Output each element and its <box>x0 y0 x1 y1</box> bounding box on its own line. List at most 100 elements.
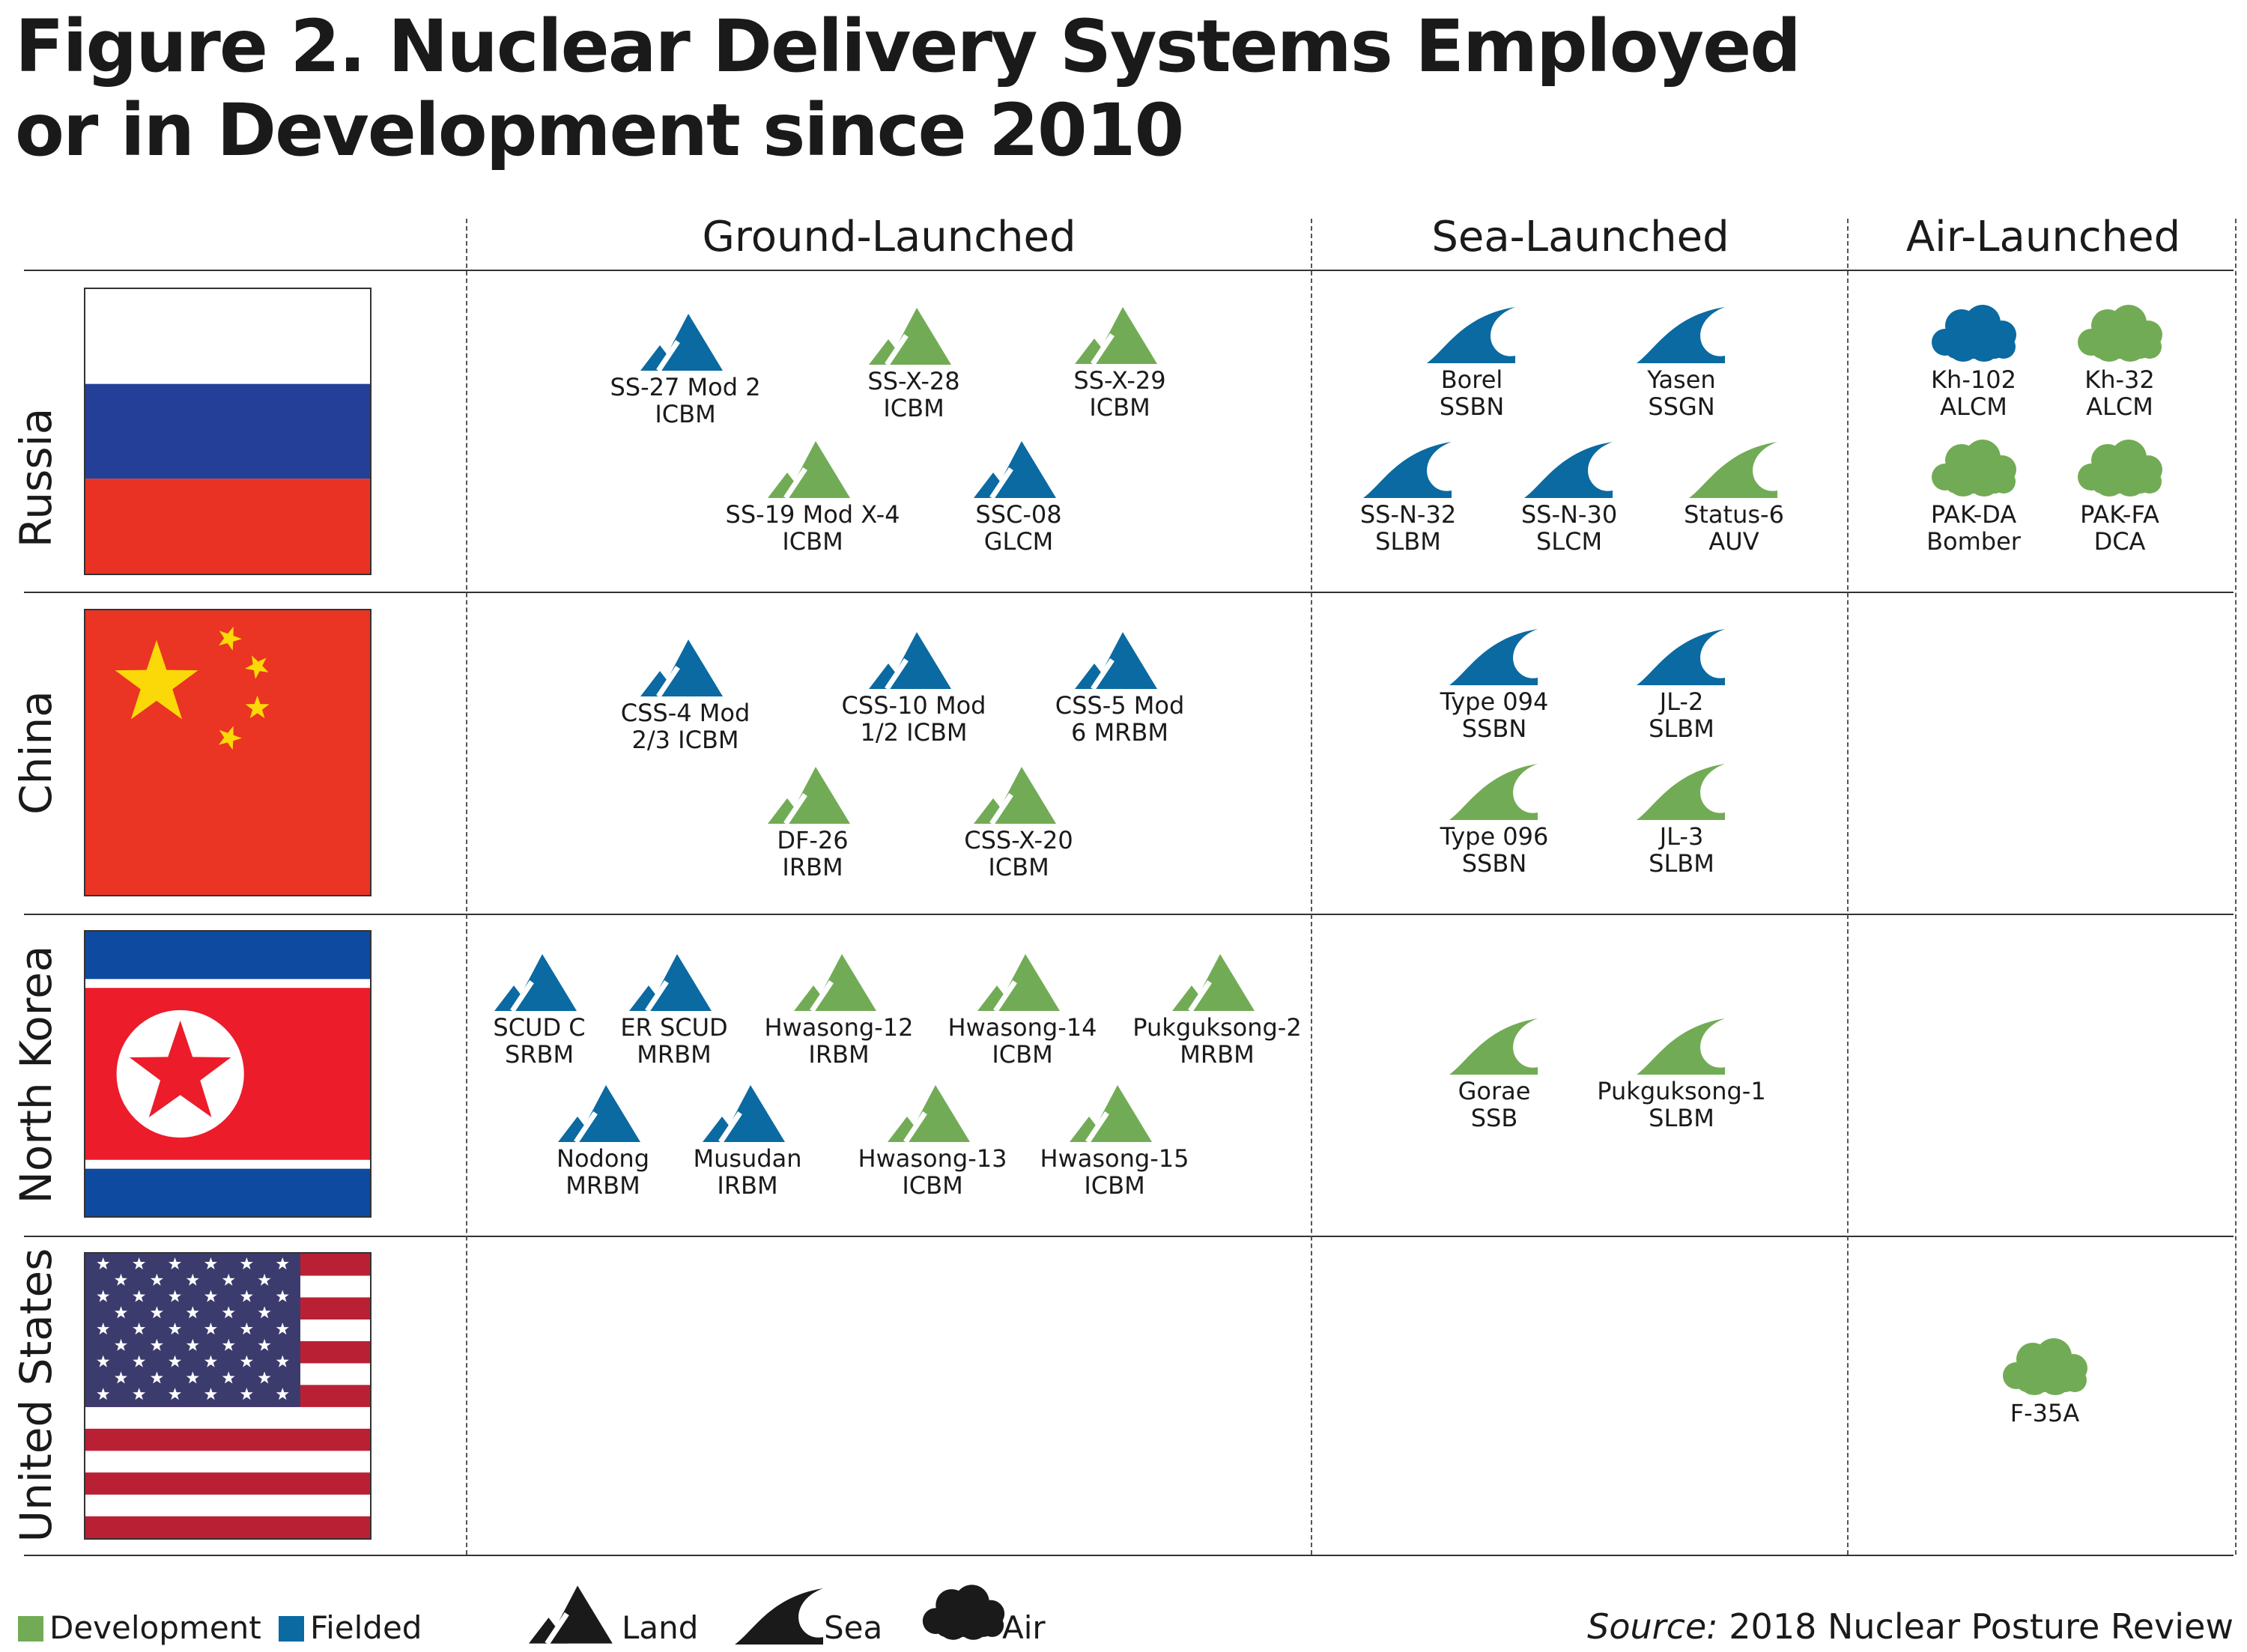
mountain-icon <box>494 954 577 1011</box>
row-label-united-states: United States <box>10 1248 61 1543</box>
system-type: 6 MRBM <box>1071 718 1168 747</box>
mountain-icon <box>1075 307 1157 364</box>
system-name: Hwasong-14 <box>947 1013 1097 1042</box>
wave-icon <box>1449 629 1538 685</box>
mountain-icon <box>629 954 712 1011</box>
legend-air-icon <box>922 1585 1005 1640</box>
system-type: SSBN <box>1461 714 1527 743</box>
system-type: DCA <box>2093 527 2146 556</box>
system-type: SLBM <box>1649 714 1714 743</box>
system-hwasong-14-icbm: Hwasong-14 ICBM <box>895 951 1150 1068</box>
cloud-icon <box>2003 1338 2087 1395</box>
grid-line-china-north-korea <box>24 914 2234 915</box>
system-type: IRBM <box>782 853 843 881</box>
mountain-icon <box>640 640 723 696</box>
system-name: CSS-10 Mod <box>841 691 986 720</box>
system-name: CSS-X-20 <box>964 826 1073 854</box>
cloud-icon <box>1932 440 2016 496</box>
system-yasen-ssgn: Yasen SSGN <box>1554 303 1809 420</box>
system-type: SSGN <box>1648 392 1715 421</box>
grid-divider-flag-ground <box>466 219 467 1555</box>
system-name: SS-X-29 <box>1073 366 1166 395</box>
system-name: Hwasong-15 <box>1040 1144 1189 1173</box>
wave-icon <box>1637 307 1725 363</box>
cloud-icon <box>1932 305 2016 362</box>
system-name: DF-26 <box>777 826 849 854</box>
legend-land-label: Land <box>622 1609 699 1646</box>
grid-divider-right <box>2235 219 2237 1555</box>
mountain-icon <box>974 767 1056 824</box>
mountain-icon <box>1075 632 1157 689</box>
system-css-x-20-icbm: CSS-X-20 ICBM <box>891 764 1146 881</box>
wave-icon <box>1427 307 1515 363</box>
cloud-icon <box>2078 305 2162 362</box>
legend-sea-label: Sea <box>824 1609 883 1646</box>
system-scud-c-srbm: SCUD C SRBM <box>412 951 667 1068</box>
system-name: Status-6 <box>1684 500 1784 529</box>
system-jl-3-slbm: JL-3 SLBM <box>1554 760 1809 877</box>
system-ss-x-29-icbm: SS-X-29 ICBM <box>992 304 1247 421</box>
wave-icon <box>1363 442 1452 498</box>
united-states-flag <box>84 1252 372 1540</box>
system-musudan-irbm: Musudan IRBM <box>620 1082 875 1199</box>
system-type: ICBM <box>1089 393 1150 422</box>
system-type: ICBM <box>988 853 1049 881</box>
system-nodong-mrbm: Nodong MRBM <box>476 1082 730 1199</box>
grid-line-north-korea-us <box>24 1236 2234 1237</box>
system-name: PAK-FA <box>2080 500 2159 529</box>
system-type: AUV <box>1708 527 1759 556</box>
system-type: SSBN <box>1439 392 1505 421</box>
system-type-094-ssbn: Type 094 SSBN <box>1367 625 1622 742</box>
mountain-icon <box>869 308 951 365</box>
row-label-china: China <box>10 690 61 815</box>
mountain-icon <box>869 632 951 689</box>
system-name: SS-N-30 <box>1520 500 1618 529</box>
system-css-10-mod-1-2-icbm: CSS-10 Mod 1/2 ICBM <box>786 629 1041 746</box>
system-name: Borel <box>1440 365 1503 394</box>
system-type: 2/3 ICBM <box>631 726 739 754</box>
system-name: Kh-32 <box>2084 365 2155 394</box>
system-hwasong-13-icbm: Hwasong-13 ICBM <box>805 1082 1060 1199</box>
system-name: F-35A <box>2010 1399 2080 1427</box>
system-jl-2-slbm: JL-2 SLBM <box>1554 625 1809 742</box>
figure-title-line-1: Figure 2. Nuclear Delivery Systems Emplo… <box>15 4 1801 88</box>
mountain-icon <box>558 1085 640 1142</box>
system-type: ICBM <box>782 527 843 556</box>
mountain-icon <box>1172 954 1255 1011</box>
grid-line-header <box>24 270 2234 271</box>
system-name: Hwasong-13 <box>858 1144 1007 1173</box>
system-type: ICBM <box>902 1171 963 1200</box>
system-name: JL-3 <box>1659 822 1704 851</box>
system-type: Bomber <box>1926 527 2021 556</box>
system-hwasong-12-irbm: Hwasong-12 IRBM <box>712 951 966 1068</box>
wave-icon <box>1689 442 1777 498</box>
system-pak-da-bomber: PAK-DA Bomber <box>1846 438 2101 555</box>
legend-fielded-label: Fielded <box>310 1609 422 1646</box>
system-type: SLCM <box>1535 527 1603 556</box>
system-type: SSB <box>1470 1104 1518 1132</box>
system-type: MRBM <box>637 1040 712 1069</box>
system-type: GLCM <box>983 527 1054 556</box>
system-name: PAK-DA <box>1930 500 2017 529</box>
system-gorae-ssb: Gorae SSB <box>1367 1015 1622 1132</box>
russia-flag <box>84 288 372 575</box>
system-name: Kh-102 <box>1931 365 2016 394</box>
legend-fielded-swatch <box>279 1616 304 1642</box>
legend-sea-icon <box>735 1588 823 1645</box>
wave-icon <box>1524 442 1613 498</box>
system-pukguksong-2-mrbm: Pukguksong-2 MRBM <box>1090 951 1344 1068</box>
system-type: ALCM <box>1940 392 2007 421</box>
system-type: SLBM <box>1649 849 1714 878</box>
system-name: SCUD C <box>493 1013 586 1042</box>
wave-icon <box>1449 764 1538 820</box>
cloud-icon <box>2078 440 2162 496</box>
system-type: ICBM <box>655 400 716 428</box>
mountain-icon <box>794 954 876 1011</box>
system-df-26-irbm: DF-26 IRBM <box>685 764 940 881</box>
system-name: Nodong <box>557 1144 649 1173</box>
system-css-5-mod-6-mrbm: CSS-5 Mod 6 MRBM <box>992 629 1247 746</box>
mountain-icon <box>768 441 850 498</box>
system-name: SS-19 Mod X-4 <box>725 500 900 529</box>
system-name: Pukguksong-2 <box>1132 1013 1302 1042</box>
grid-line-bottom <box>24 1555 2234 1556</box>
